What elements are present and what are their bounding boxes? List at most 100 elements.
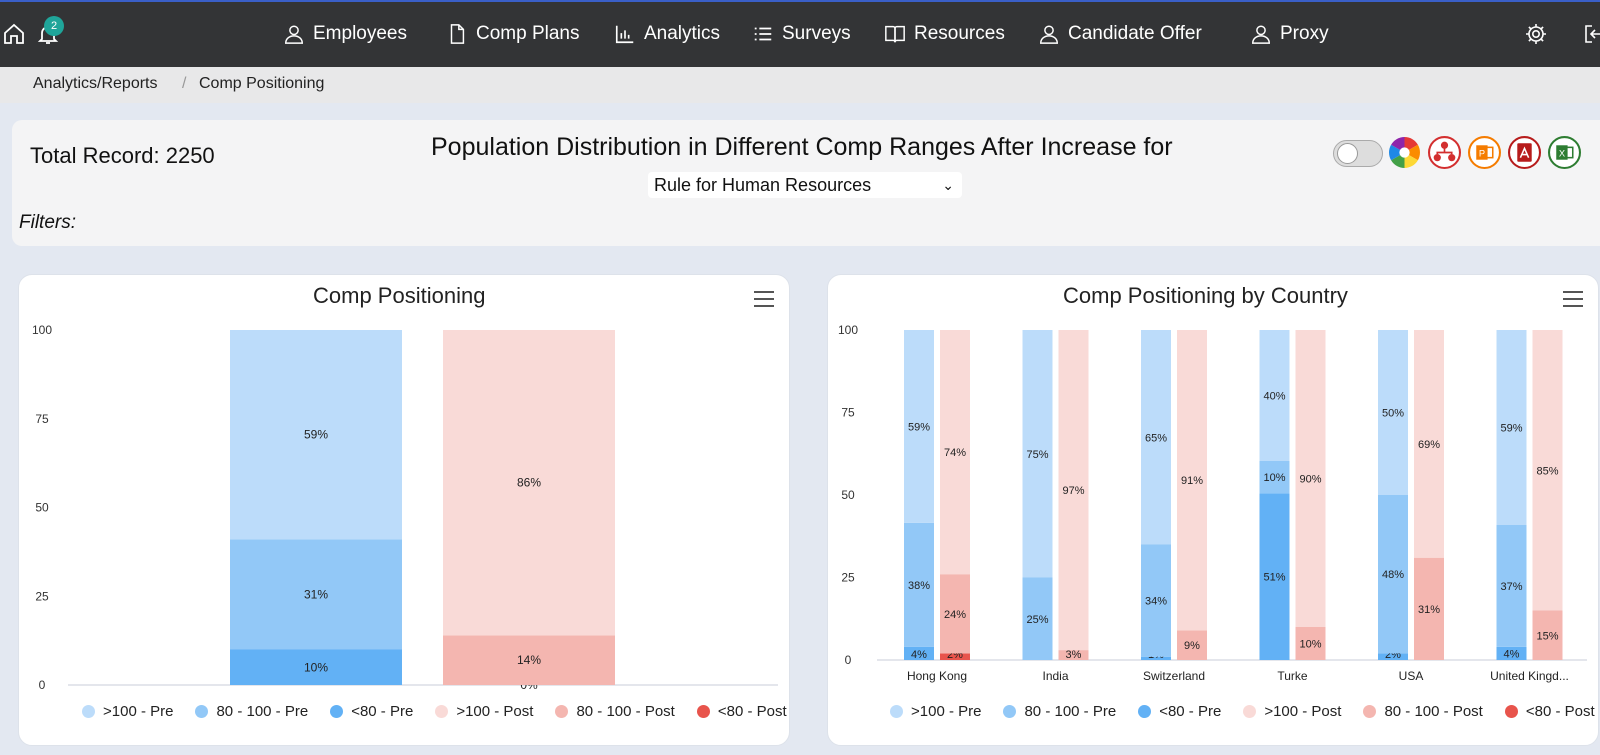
bar-segment xyxy=(1058,650,1089,660)
data-label: 24% xyxy=(944,609,966,621)
nav-resources-label: Resources xyxy=(914,22,1005,44)
toggle-knob xyxy=(1337,143,1358,164)
comp-positioning-legend: >100 - Pre 80 - 100 - Pre <80 - Pre >100… xyxy=(82,703,787,720)
legend-gt100-pre[interactable]: >100 - Pre xyxy=(890,703,981,720)
chevron-down-icon: ⌄ xyxy=(942,177,954,193)
data-label: 90% xyxy=(1299,474,1321,486)
legend-gt100-post[interactable]: >100 - Post xyxy=(1243,703,1341,720)
comp-positioning-title: Comp Positioning xyxy=(313,283,486,308)
data-label: 51% xyxy=(1263,572,1285,584)
x-tick-label: Switzerland xyxy=(1143,669,1205,683)
legend-80-100-pre[interactable]: 80 - 100 - Pre xyxy=(195,703,308,720)
y-tick-label: 50 xyxy=(841,488,855,502)
y-tick-label: 75 xyxy=(35,412,49,426)
legend-80-100-post[interactable]: 80 - 100 - Post xyxy=(555,703,675,720)
data-label: 50% xyxy=(1382,408,1404,420)
bar-segment xyxy=(1496,646,1527,660)
legend-gt100-pre[interactable]: >100 - Pre xyxy=(82,703,173,720)
x-tick-label: India xyxy=(1042,669,1068,683)
org-chart-icon[interactable] xyxy=(1428,136,1461,169)
pdf-icon[interactable] xyxy=(1508,136,1541,169)
legend-label: <80 - Post xyxy=(717,703,787,720)
legend-80-100-pre[interactable]: 80 - 100 - Pre xyxy=(1003,703,1116,720)
legend-label: 80 - 100 - Pre xyxy=(1024,703,1117,720)
nav-proxy[interactable]: Proxy xyxy=(1250,2,1329,65)
chart-menu-icon[interactable] xyxy=(753,290,775,308)
legend-dot xyxy=(330,705,344,718)
nav-surveys-label: Surveys xyxy=(782,22,851,44)
nav-analytics[interactable]: Analytics xyxy=(614,2,720,65)
user-icon xyxy=(285,24,303,44)
legend-lt80-pre[interactable]: <80 - Pre xyxy=(1138,703,1221,720)
data-label: 65% xyxy=(1145,432,1167,444)
chart-menu-icon[interactable] xyxy=(1562,290,1584,308)
data-label: 10% xyxy=(1299,639,1321,651)
comp-positioning-by-country-title: Comp Positioning by Country xyxy=(1063,283,1348,308)
bar-segment xyxy=(940,330,970,575)
nav-candidate-offer[interactable]: Candidate Offer xyxy=(1038,2,1202,65)
data-label: 86% xyxy=(517,476,541,490)
y-tick-label: 75 xyxy=(841,406,855,420)
breadcrumb-current: Comp Positioning xyxy=(199,75,325,92)
legend-label: 80 - 100 - Pre xyxy=(216,703,309,720)
breadcrumb-parent[interactable]: Analytics/Reports xyxy=(33,75,158,92)
bar-segment xyxy=(1378,330,1408,495)
bar-segment xyxy=(1177,630,1207,660)
excel-icon[interactable]: X xyxy=(1548,136,1581,169)
rule-select-value: Rule for Human Resources xyxy=(654,175,872,195)
bar-segment xyxy=(904,522,934,647)
nav-resources[interactable]: Resources xyxy=(884,2,1005,65)
nav-surveys[interactable]: Surveys xyxy=(752,2,851,65)
bar-segment xyxy=(443,330,615,636)
legend-dot xyxy=(1138,705,1152,718)
bar-segment xyxy=(1378,653,1408,660)
bar-segment xyxy=(1496,330,1527,525)
legend-dot xyxy=(890,705,903,718)
nav-employees-label: Employees xyxy=(313,22,407,44)
legend-80-100-post[interactable]: 80 - 100 - Post xyxy=(1363,703,1483,720)
legend-label: >100 - Post xyxy=(456,703,534,720)
nav-comp-plans[interactable]: Comp Plans xyxy=(446,2,580,65)
bar-segment xyxy=(1141,656,1171,660)
bar-segment xyxy=(1496,524,1527,647)
legend-label: <80 - Pre xyxy=(1159,703,1222,720)
data-label: 75% xyxy=(1026,449,1048,461)
legend-lt80-post[interactable]: <80 - Post xyxy=(1504,703,1595,720)
legend-dot xyxy=(1243,705,1257,718)
gear-icon[interactable] xyxy=(1524,22,1548,46)
bar-segment xyxy=(1058,330,1089,651)
bar-segment xyxy=(904,646,934,660)
bar-segment xyxy=(1022,577,1053,660)
legend-dot xyxy=(195,705,209,718)
nav-employees[interactable]: Employees xyxy=(283,2,407,65)
view-toggle[interactable] xyxy=(1333,140,1383,167)
data-label: 69% xyxy=(1418,439,1440,451)
y-tick-label: 25 xyxy=(35,589,49,603)
home-icon[interactable] xyxy=(2,22,26,46)
legend-gt100-post[interactable]: >100 - Post xyxy=(435,703,533,720)
data-label: 9% xyxy=(1184,640,1200,652)
y-tick-label: 25 xyxy=(841,571,855,585)
data-label: 31% xyxy=(304,587,328,601)
bar-segment xyxy=(1295,627,1326,660)
x-tick-label: United Kingd... xyxy=(1490,669,1569,683)
color-palette-icon[interactable] xyxy=(1388,136,1421,169)
y-tick-label: 0 xyxy=(845,653,852,667)
legend-lt80-pre[interactable]: <80 - Pre xyxy=(330,703,413,720)
breadcrumb: Analytics/Reports / Comp Positioning xyxy=(0,67,1600,103)
legend-dot xyxy=(435,705,449,718)
comp-positioning-by-country-legend: >100 - Pre 80 - 100 - Pre <80 - Pre >100… xyxy=(890,703,1595,720)
legend-label: 80 - 100 - Post xyxy=(1384,703,1483,720)
legend-label: >100 - Pre xyxy=(911,703,982,720)
legend-dot xyxy=(1003,705,1017,718)
data-label: 37% xyxy=(1500,581,1522,593)
y-tick-label: 50 xyxy=(35,501,49,515)
legend-lt80-post[interactable]: <80 - Post xyxy=(696,703,787,720)
powerpoint-icon[interactable]: P xyxy=(1468,136,1501,169)
rule-select[interactable]: Rule for Human Resources ⌄ xyxy=(648,172,962,198)
logout-icon[interactable] xyxy=(1582,22,1600,46)
bar-segment xyxy=(1141,330,1171,545)
svg-text:P: P xyxy=(1479,149,1485,159)
